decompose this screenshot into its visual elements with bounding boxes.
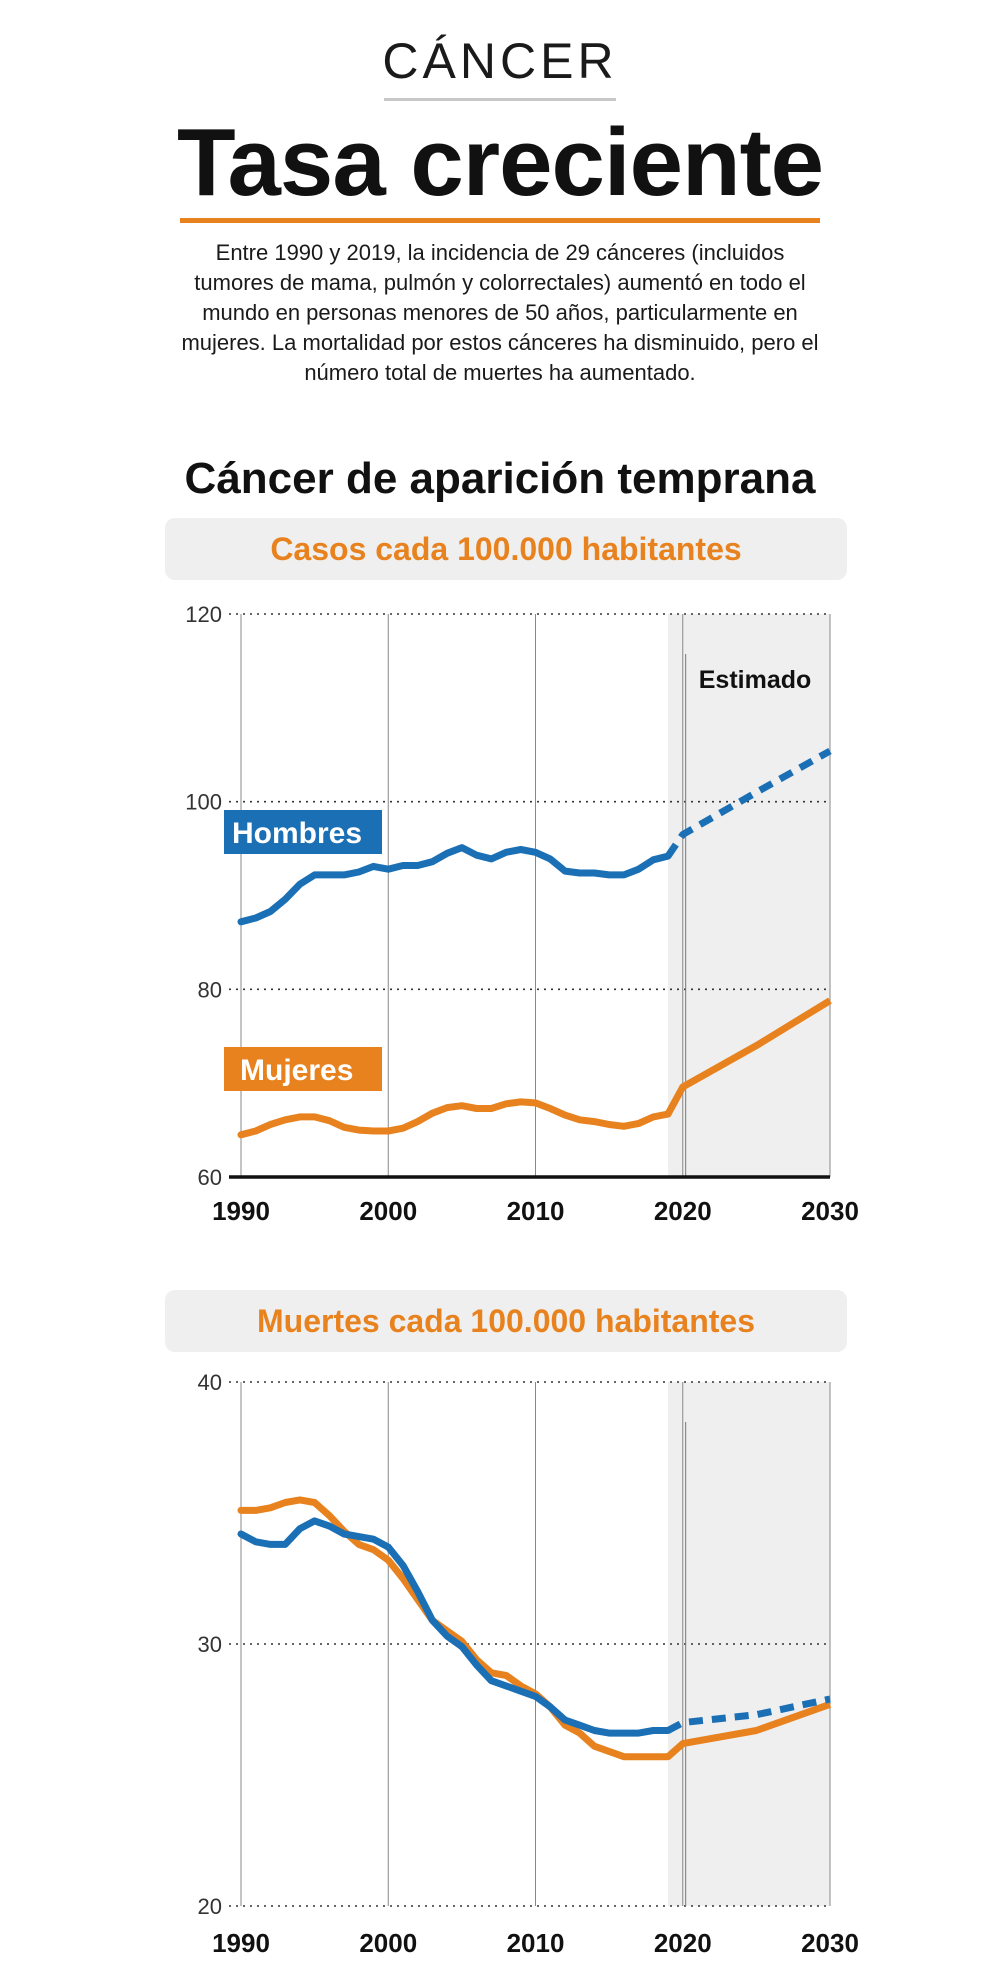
cases-y-tick-label: 100 <box>185 790 222 815</box>
cases-x-tick-label: 2020 <box>654 1196 712 1226</box>
page-title: Tasa creciente <box>177 109 824 216</box>
cases-estimated-line-hombres <box>665 747 832 859</box>
kicker: CÁNCER <box>382 33 618 89</box>
deaths-line-mujeres <box>237 1496 672 1761</box>
cases-x-tick-label: 2030 <box>801 1196 859 1226</box>
cases-label-mujeres: Mujeres <box>240 1054 353 1087</box>
cases-estimated-line-mujeres <box>664 997 832 1116</box>
deaths-line-hombres <box>237 1517 672 1737</box>
cases-x-tick-label: 1990 <box>212 1196 270 1226</box>
cases-line-hombres <box>237 844 672 926</box>
cases-estimated-label: Estimado <box>699 666 812 694</box>
deaths-y-tick-label: 30 <box>198 1632 222 1657</box>
cases-line-mujeres <box>237 1098 672 1139</box>
cases-y-tick-label: 80 <box>198 977 222 1002</box>
cases-x-tick-label: 2010 <box>507 1196 565 1226</box>
intro-text: Entre 1990 y 2019, la incidencia de 29 c… <box>181 240 819 385</box>
deaths-x-tick-label: 2030 <box>801 1928 859 1958</box>
deaths-x-tick-label: 2010 <box>507 1928 565 1958</box>
deaths-x-tick-label: 2000 <box>359 1928 417 1958</box>
deaths-y-tick-label: 40 <box>198 1370 222 1395</box>
cases-y-tick-label: 120 <box>185 602 222 627</box>
cases-x-tick-label: 2000 <box>359 1196 417 1226</box>
cases-label-hombres: Hombres <box>232 817 362 850</box>
cases-y-tick-label: 60 <box>198 1165 222 1190</box>
kicker-rule <box>384 98 616 101</box>
cases-label-box-mujeres <box>224 1047 382 1091</box>
deaths-x-tick-label: 2020 <box>654 1928 712 1958</box>
deaths-estimated-line-mujeres <box>665 1701 832 1760</box>
deaths-y-tick-label: 20 <box>198 1894 222 1919</box>
deaths-estimated-line-hombres <box>666 1695 831 1734</box>
cases-label-box-hombres <box>224 810 382 854</box>
deaths-chart-title: Muertes cada 100.000 habitantes <box>165 1290 847 1352</box>
cases-chart-title: Casos cada 100.000 habitantes <box>165 518 847 580</box>
headline-rule <box>180 218 820 223</box>
deaths-x-tick-label: 1990 <box>212 1928 270 1958</box>
section-title: Cáncer de aparición temprana <box>184 454 816 503</box>
